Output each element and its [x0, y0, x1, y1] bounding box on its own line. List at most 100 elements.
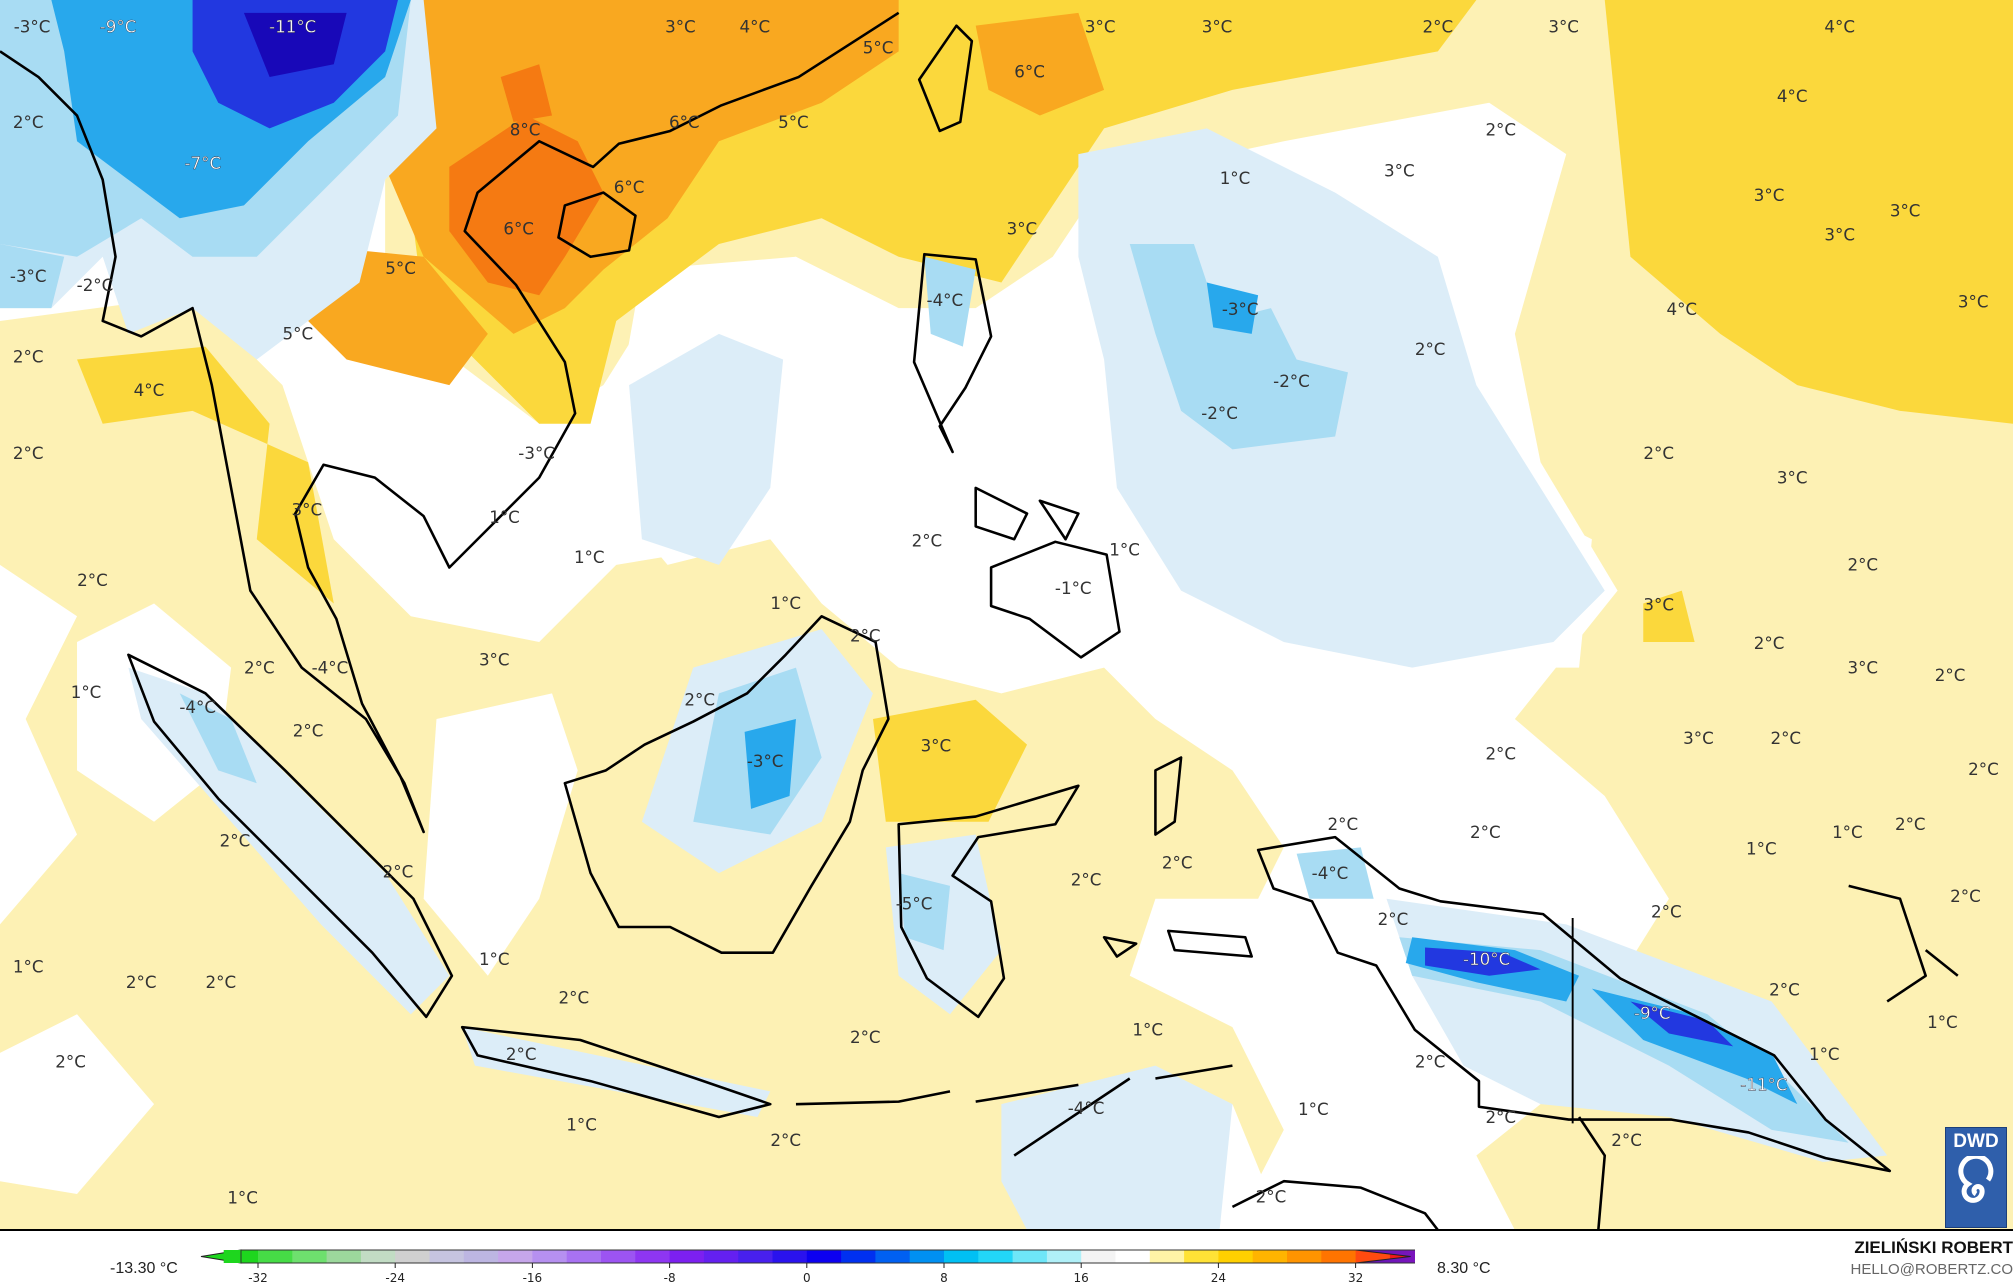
- temperature-label: 2°C: [1754, 634, 1785, 653]
- coastlines: [0, 11, 1959, 1230]
- temperature-label: -4°C: [927, 291, 964, 310]
- temperature-anomaly-map: -3°C -9°C -11°C 3°C 4°C 5°C 3°C 3°C 2°C 3°C 4°C 6°C…: [0, 0, 2013, 1230]
- temperature-label: 2°C: [850, 626, 881, 645]
- temperature-label: -9°C: [1634, 1004, 1671, 1023]
- temperature-label: -3°C: [747, 752, 784, 771]
- colorbar-swatch: [875, 1250, 911, 1263]
- temperature-label: 4°C: [1777, 87, 1808, 106]
- temperature-label: 1°C: [1132, 1020, 1163, 1039]
- colorbar-swatch: [841, 1250, 876, 1263]
- temperature-label: 2°C: [1847, 556, 1878, 575]
- temperature-label: 1°C: [227, 1189, 258, 1208]
- temperature-label: 2°C: [1485, 744, 1516, 763]
- temperature-label: 1°C: [1298, 1100, 1329, 1119]
- temperature-label: 2°C: [1651, 902, 1682, 921]
- temperature-label: -4°C: [1312, 864, 1349, 883]
- temperature-label: 2°C: [1769, 981, 1800, 1000]
- colorbar-swatch: [1115, 1250, 1151, 1263]
- dwd-logo: DWD: [1945, 1127, 2007, 1228]
- temperature-label: 6°C: [1014, 63, 1045, 82]
- temperature-label: 3°C: [292, 501, 323, 520]
- temperature-label: 2°C: [850, 1028, 881, 1047]
- colorbar-swatch: [978, 1250, 1014, 1263]
- dwd-logo-text: DWD: [1953, 1131, 1999, 1152]
- temperature-label: -1°C: [1055, 579, 1092, 598]
- color-scale-bar: -32 -24 -16 -8 0 8 16 24 32: [200, 1249, 1415, 1285]
- temperature-label: 5°C: [385, 259, 416, 278]
- colorbar-swatch: [532, 1250, 568, 1263]
- colorbar-swatch: [1012, 1250, 1048, 1263]
- colorbar-swatch: [669, 1250, 705, 1263]
- temperature-label: 2°C: [1256, 1187, 1287, 1206]
- temperature-label: 2°C: [1415, 1053, 1446, 1072]
- temperature-label: 3°C: [1007, 219, 1038, 238]
- colorbar-tick-label: -24: [385, 1271, 405, 1285]
- temperature-label: -4°C: [312, 658, 349, 677]
- temperature-label: 2°C: [206, 973, 237, 992]
- temperature-label: -3°C: [1222, 300, 1259, 319]
- temperature-label: -3°C: [518, 444, 555, 463]
- colorbar-swatch: [258, 1250, 293, 1263]
- colorbar-swatch: [1149, 1250, 1185, 1263]
- colorbar-swatch: [772, 1250, 808, 1263]
- temperature-label: 2°C: [13, 348, 44, 367]
- temperature-label: 5°C: [778, 113, 809, 132]
- temperature-label: -9°C: [100, 18, 137, 37]
- colorbar-swatch: [1218, 1250, 1254, 1263]
- temperature-label: 2°C: [1611, 1131, 1642, 1150]
- temperature-label: 1°C: [13, 958, 44, 977]
- anomaly-field-deep-orange: [449, 64, 604, 296]
- temperature-label: 3°C: [1643, 596, 1674, 615]
- colorbar-tick-label: 8: [940, 1271, 948, 1285]
- temperature-label: 3°C: [1202, 18, 1233, 37]
- temperature-label: 3°C: [1824, 226, 1855, 245]
- temperature-label: 1°C: [479, 950, 510, 969]
- colorbar-swatch: [635, 1250, 671, 1263]
- colorbar-swatch: [566, 1250, 602, 1263]
- temperature-label: 2°C: [55, 1053, 86, 1072]
- temperature-label: 2°C: [126, 973, 157, 992]
- anomaly-field-navy: [243, 12, 347, 78]
- temperature-label: 3°C: [1683, 729, 1714, 748]
- temperature-label: 4°C: [134, 381, 165, 400]
- temperature-label: 4°C: [1666, 300, 1697, 319]
- temperature-label: -10°C: [1463, 950, 1510, 969]
- temperature-label: 3°C: [665, 18, 696, 37]
- temperature-label: 2°C: [1485, 120, 1516, 139]
- temperature-label: 2°C: [1770, 729, 1801, 748]
- colorbar-swatch: [1081, 1250, 1116, 1263]
- temperature-label: 2°C: [1328, 815, 1359, 834]
- temperature-label: 2°C: [770, 1131, 801, 1150]
- colorbar-tick-label: -32: [248, 1271, 268, 1285]
- temperature-label: -5°C: [896, 895, 933, 914]
- temperature-label: 8°C: [510, 120, 541, 139]
- temperature-label: 2°C: [1950, 887, 1981, 906]
- temperature-label: 3°C: [1754, 186, 1785, 205]
- temperature-label: 6°C: [614, 178, 645, 197]
- temperature-label: 3°C: [1890, 201, 1921, 220]
- temperature-label: 2°C: [1071, 870, 1102, 889]
- colorbar-tick-label: -16: [523, 1271, 543, 1285]
- temperature-label: -4°C: [179, 698, 216, 717]
- temperature-label: -2°C: [1273, 372, 1310, 391]
- temperature-label: 2°C: [1415, 340, 1446, 359]
- temperature-label: 1°C: [71, 683, 102, 702]
- colorbar-swatch: [1252, 1250, 1288, 1263]
- temperature-label: 2°C: [13, 444, 44, 463]
- temperature-label: 3°C: [1384, 162, 1415, 181]
- temperature-label: 3°C: [1548, 18, 1579, 37]
- temperature-label: -11°C: [269, 18, 316, 37]
- spiral-icon: [1958, 1156, 1994, 1203]
- temperature-label: 2°C: [1968, 760, 1999, 779]
- colorbar-swatch: [395, 1250, 430, 1263]
- temperature-label: 2°C: [220, 832, 251, 851]
- temperature-label: 2°C: [559, 988, 590, 1007]
- colorbar-swatch: [601, 1250, 636, 1263]
- colorbar-tick-label: -8: [664, 1271, 676, 1285]
- colorbar-swatch: [1287, 1250, 1322, 1263]
- colorbar-frame: [240, 1249, 1415, 1264]
- temperature-label: -11°C: [1740, 1076, 1787, 1095]
- temperature-label: 3°C: [921, 737, 952, 756]
- temperature-label: -3°C: [10, 267, 47, 286]
- temperature-label: 3°C: [1958, 293, 1989, 312]
